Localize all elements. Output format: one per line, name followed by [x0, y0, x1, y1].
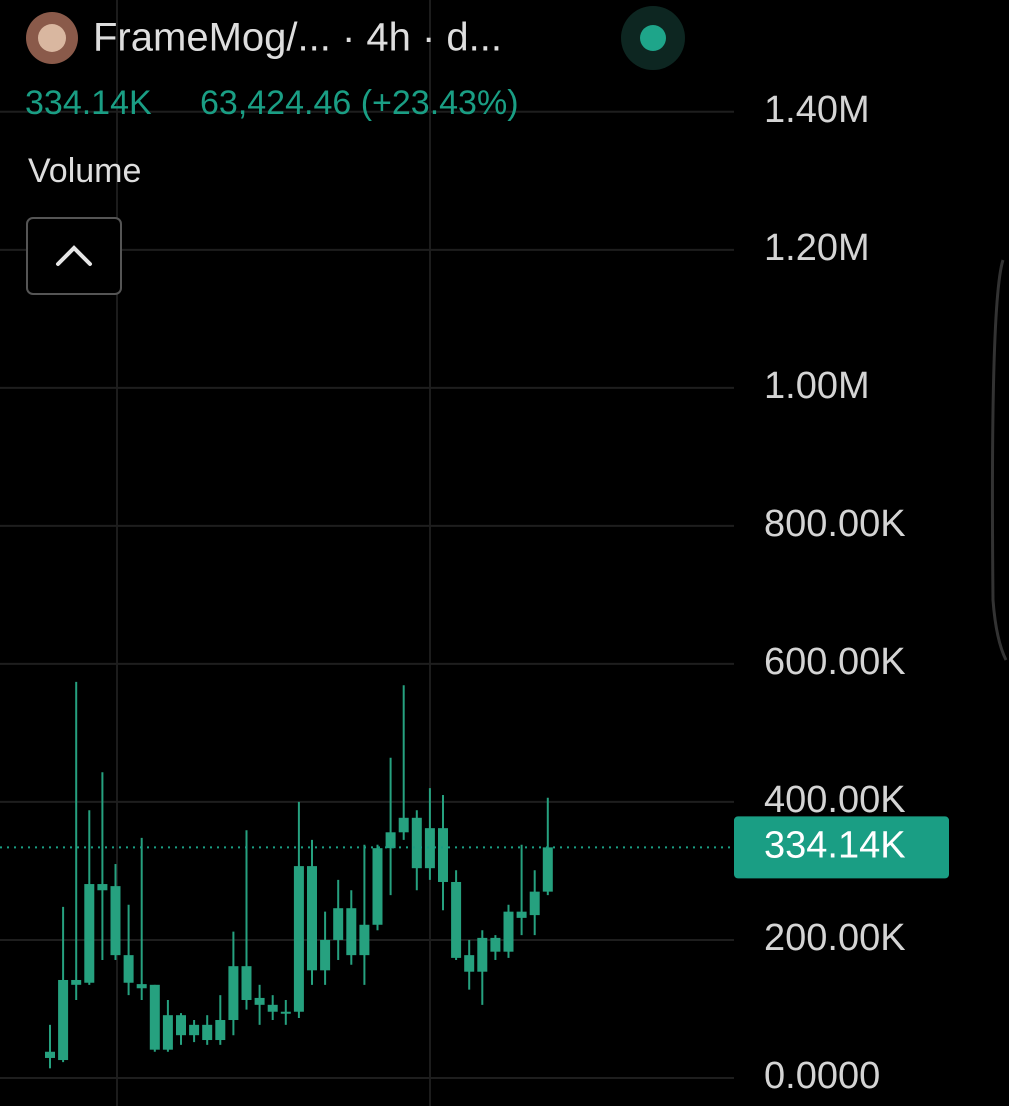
candle-body [542, 847, 553, 892]
candle-body [477, 937, 488, 972]
candle-body [359, 924, 370, 956]
candle-body [202, 1024, 213, 1041]
candle-body [372, 848, 383, 925]
candle-body [58, 979, 69, 1061]
legend-change: 63,424.46 (+23.43%) [200, 84, 519, 122]
candle-body [162, 1015, 173, 1050]
candle-body [71, 979, 82, 985]
candle-body [280, 1011, 291, 1014]
price-tag-label: 334.14K [764, 824, 906, 866]
legend-price: 334.14K [25, 84, 152, 122]
candle-body [451, 881, 462, 958]
avatar-face [38, 24, 66, 52]
y-tick-label: 600.00K [764, 641, 906, 683]
candle-body [307, 866, 317, 971]
candle-body [97, 884, 108, 891]
candle-body [424, 828, 435, 869]
candle-body [320, 939, 331, 971]
candle-body [176, 1015, 186, 1036]
candle-body [228, 966, 239, 1021]
candle-body [136, 984, 147, 989]
candle-body [267, 1004, 278, 1012]
collapse-button[interactable] [26, 217, 122, 295]
scroll-edge [990, 259, 1008, 661]
candle-body [293, 866, 304, 1012]
candle-body [516, 911, 527, 918]
y-tick-label: 200.00K [764, 917, 906, 959]
candle-body [84, 884, 95, 983]
candle-body [346, 908, 357, 956]
y-tick-label: 1.20M [764, 227, 870, 269]
candle-body [385, 832, 396, 849]
y-tick-label: 800.00K [764, 503, 906, 545]
candle-body [189, 1024, 200, 1036]
grid [0, 110, 734, 1079]
candle-body [529, 891, 540, 916]
candle-body [464, 955, 475, 972]
y-tick-label: 1.00M [764, 365, 870, 407]
candle-body [254, 997, 265, 1005]
y-tick-label: 400.00K [764, 779, 906, 821]
candle-body [411, 817, 422, 869]
indicator-name: Volume [28, 152, 141, 190]
candle-body [333, 908, 344, 940]
candle-body [438, 828, 448, 882]
y-tick-label: 0.0000 [764, 1055, 880, 1097]
candle-body [45, 1051, 55, 1058]
chevron-icon [56, 245, 92, 266]
symbol-title[interactable]: FrameMog/... · 4h · d... [93, 16, 502, 60]
y-tick-label: 1.40M [764, 89, 870, 131]
candle-body [503, 911, 514, 952]
candle-body [123, 955, 134, 983]
candle-body [110, 886, 121, 956]
plot [0, 681, 734, 1069]
price-tag [734, 816, 949, 879]
status-dot [640, 25, 666, 51]
candle-body [398, 817, 409, 833]
candle-body [215, 1020, 226, 1041]
candle-body [241, 966, 252, 1000]
candle-body [490, 937, 501, 952]
candle-body [149, 984, 160, 1050]
y-axis: 0.0000 200.00K 400.00K 600.00K 800.00K 1.00M 1… [734, 89, 949, 1097]
